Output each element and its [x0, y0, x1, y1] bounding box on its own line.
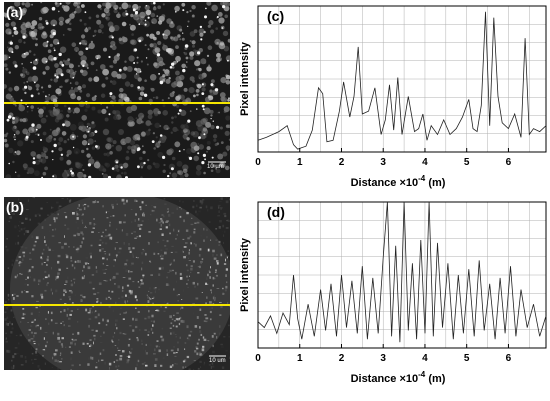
intensity-profile-chart-c: 0 1 2 3 4 5 6 Distance ×10-4 (m) Pixel intensity…	[239, 5, 547, 189]
chart-d-xtick-label-1: 1	[297, 353, 303, 364]
chart-c-frame	[257, 5, 547, 153]
chart-d-yaxis-label: Pixel intensity	[239, 237, 251, 312]
scale-bar-a-label: 10 µm	[207, 164, 224, 170]
chart-d-xtick-label-5: 5	[464, 353, 470, 364]
chart-d-panel-label: (d)	[267, 204, 285, 220]
chart-d-xtick-label-3: 3	[380, 353, 386, 364]
chart-d-xaxis-label: Distance ×10-4 (m)	[351, 370, 446, 385]
chart-d-xtick-label-6: 6	[506, 353, 512, 364]
intensity-profile-chart-d: 0 1 2 3 4 5 6 Distance ×10-4 (m) Pixel intensity…	[239, 201, 547, 385]
micrograph-a-particles	[4, 2, 230, 178]
micrograph-b-image	[4, 197, 230, 370]
chart-d-frame	[257, 201, 547, 349]
chart-d-xtick-label-2: 2	[339, 353, 345, 364]
micrograph-b-speckle	[4, 197, 230, 370]
chart-c-yaxis-label: Pixel intensity	[239, 41, 251, 116]
chart-c-xtick-label-1: 1	[297, 157, 303, 168]
panel-a-label: (a)	[6, 4, 24, 20]
chart-c-panel-label: (c)	[267, 8, 284, 24]
chart-c-xtick-label-2: 2	[339, 157, 345, 168]
chart-c-intensity-trace	[257, 11, 547, 150]
scale-bar-b-label: 10 um	[209, 358, 226, 364]
micrograph-a: (a) 10 µm	[4, 2, 230, 178]
chart-c-xaxis-label: Distance ×10-4 (m)	[351, 174, 446, 189]
chart-d-intensity-trace	[257, 201, 547, 343]
micrograph-a-image	[4, 2, 230, 178]
micrograph-b-disc	[10, 197, 230, 370]
micrograph-b: (b) 10 um	[4, 197, 230, 370]
chart-c-xtick-label-0: 0	[255, 157, 261, 168]
chart-c-xtick-label-4: 4	[422, 157, 428, 168]
chart-c-xtick-label-6: 6	[506, 157, 512, 168]
chart-c-xtick-label-5: 5	[464, 157, 470, 168]
chart-c-xtick-label-3: 3	[380, 157, 386, 168]
panel-b-label: (b)	[6, 199, 24, 215]
chart-d-xtick-label-4: 4	[422, 353, 428, 364]
chart-d-xtick-label-0: 0	[255, 353, 261, 364]
